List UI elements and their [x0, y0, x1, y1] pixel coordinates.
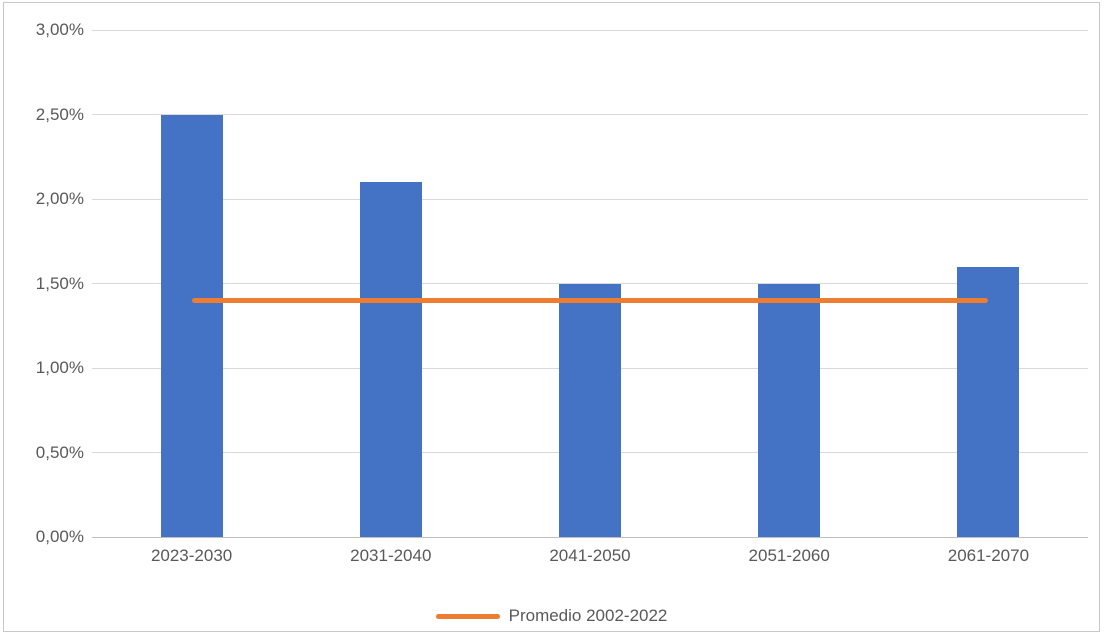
x-tick-label: 2041-2050: [549, 546, 631, 565]
y-tick-label: 3,00%: [35, 20, 84, 39]
legend: Promedio 2002-2022: [4, 604, 1099, 628]
y-tick-label: 1,00%: [35, 358, 84, 377]
legend-label: Promedio 2002-2022: [508, 606, 668, 625]
gridline: [92, 29, 1088, 31]
bar-2023-2030: [160, 114, 223, 537]
x-tick-label: 2061-2070: [947, 546, 1030, 565]
y-tick-label: 0,50%: [35, 442, 84, 462]
gridline: [92, 114, 1088, 115]
gridline: [92, 198, 1088, 200]
x-tick-label: 2051-2060: [748, 546, 830, 565]
plot-area: 0,00% 0,50% 1,00% 1,50% 2,00% 2,50% 3,00% 2023-…: [4, 3, 1099, 631]
y-tick-label: 2,00%: [35, 189, 84, 208]
bar-2061-2070: [957, 266, 1020, 537]
reference-line: [191, 297, 989, 303]
y-tick-label: 2,50%: [35, 104, 84, 124]
x-axis-line: [92, 536, 1088, 538]
y-tick-label: 0,00%: [35, 527, 84, 546]
legend-line-swatch: [435, 613, 500, 619]
x-tick-label: 2031-2040: [350, 546, 432, 565]
bar-2031-2040: [359, 182, 422, 537]
bar-2041-2050: [559, 283, 621, 537]
y-tick-label: 1,50%: [35, 273, 84, 293]
bar-2051-2060: [758, 283, 821, 537]
x-tick-label: 2023-2030: [150, 546, 233, 565]
chart-frame: 0,00% 0,50% 1,00% 1,50% 2,00% 2,50% 3,00% 2023-…: [3, 2, 1100, 632]
